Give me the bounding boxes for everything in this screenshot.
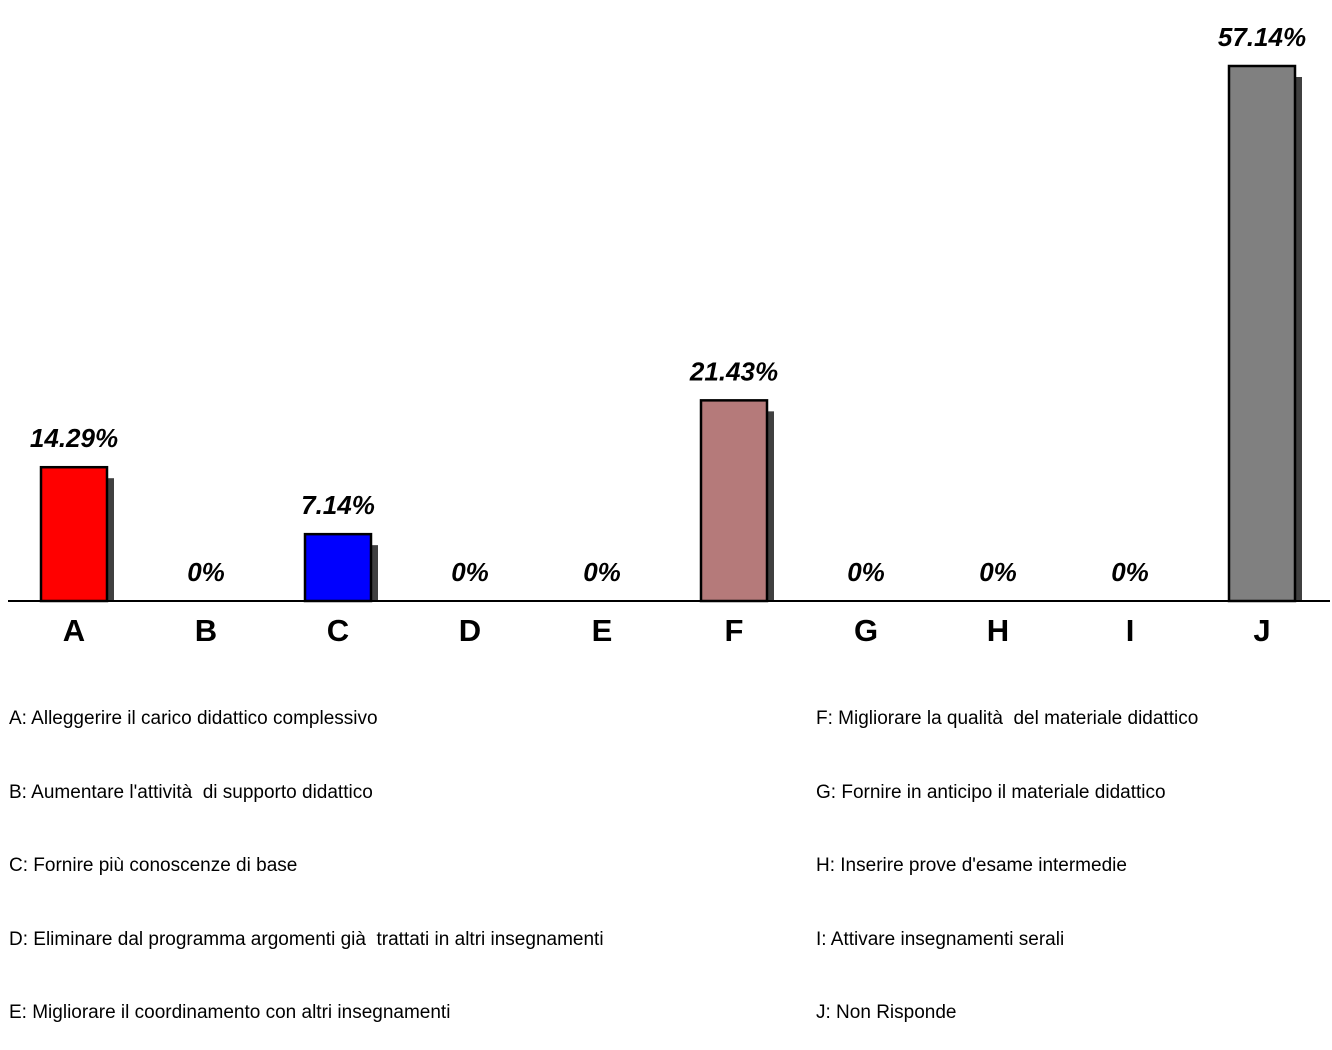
data-label-c: 7.14%	[301, 490, 375, 520]
tick-label-d: D	[459, 613, 481, 648]
tick-label-b: B	[195, 613, 217, 648]
bar-a	[39, 465, 109, 603]
legend-item-h: H: Inserire prove d'esame intermedie	[816, 855, 1127, 876]
legend-item-d: D: Eliminare dal programma argomenti già…	[9, 928, 604, 950]
legend-item-g: G: Fornire in anticipo il materiale dida…	[816, 781, 1166, 803]
tick-label-g: G	[854, 613, 878, 648]
legend-right: F: Migliorare la qualità del materiale d…	[816, 658, 1198, 1050]
tick-label-e: E	[592, 613, 613, 648]
data-label-e: 0%	[583, 557, 621, 587]
tick-label-i: I	[1126, 613, 1135, 648]
data-label-j: 57.14%	[1218, 22, 1306, 52]
legend-item-f: F: Migliorare la qualità del materiale d…	[816, 708, 1199, 729]
bar-c	[303, 532, 373, 603]
tick-label-j: J	[1253, 613, 1270, 648]
legend-item-a: A: Alleggerire il carico didattico compl…	[9, 708, 378, 729]
data-label-d: 0%	[451, 557, 489, 587]
data-label-g: 0%	[847, 557, 885, 587]
legend-item-e: E: Migliorare il coordinamento con altri…	[9, 1002, 451, 1023]
legend-item-i: I: Attivare insegnamenti serali	[816, 928, 1065, 950]
tick-label-f: F	[725, 613, 744, 648]
data-label-f: 21.43%	[689, 356, 778, 386]
data-label-i: 0%	[1111, 557, 1149, 587]
legend-left: A: Alleggerire il carico didattico compl…	[9, 658, 604, 1050]
data-label-a: 14.29%	[30, 423, 118, 453]
data-label-b: 0%	[187, 557, 225, 587]
legend-item-j: J: Non Risponde	[816, 1002, 957, 1023]
tick-label-a: A	[63, 613, 85, 648]
data-label-h: 0%	[979, 557, 1017, 587]
bar-chart: 14.29% A 0% B 7.14% C 0% D 0% E 21.43% F 0% G 0% H 0% I 57…	[8, 22, 1330, 648]
bar-f	[699, 399, 769, 603]
tick-label-c: C	[327, 613, 349, 648]
legend-item-b: B: Aumentare l'attività di supporto dida…	[9, 781, 373, 803]
legend-item-c: C: Fornire più conoscenze di base	[9, 855, 298, 876]
tick-label-h: H	[987, 613, 1009, 648]
bar-j	[1227, 64, 1297, 603]
